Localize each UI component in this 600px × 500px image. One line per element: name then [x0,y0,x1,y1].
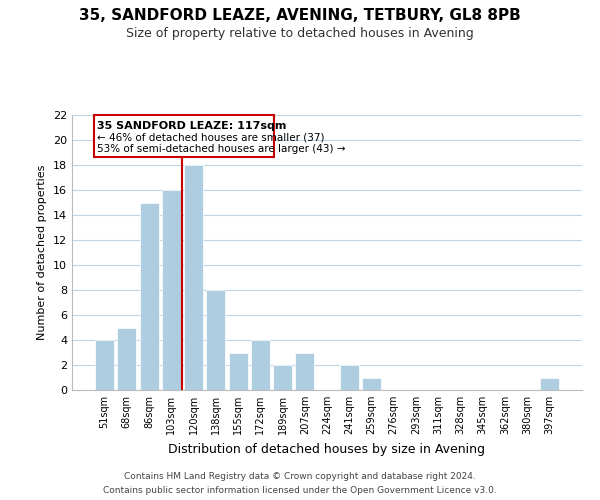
Bar [118,328,136,390]
Text: Size of property relative to detached houses in Avening: Size of property relative to detached ho… [126,28,474,40]
Text: ← 46% of detached houses are smaller (37): ← 46% of detached houses are smaller (37… [97,132,325,142]
Text: 53% of semi-detached houses are larger (43) →: 53% of semi-detached houses are larger (… [97,144,346,154]
Bar [273,365,292,390]
X-axis label: Distribution of detached houses by size in Avening: Distribution of detached houses by size … [169,442,485,456]
Bar [340,365,359,390]
Text: 35 SANDFORD LEAZE: 117sqm: 35 SANDFORD LEAZE: 117sqm [97,120,287,130]
Bar [362,378,381,390]
Bar [295,352,314,390]
Bar [140,202,158,390]
Bar [206,290,225,390]
Text: Contains public sector information licensed under the Open Government Licence v3: Contains public sector information licen… [103,486,497,495]
FancyBboxPatch shape [94,115,274,157]
Text: Contains HM Land Registry data © Crown copyright and database right 2024.: Contains HM Land Registry data © Crown c… [124,472,476,481]
Y-axis label: Number of detached properties: Number of detached properties [37,165,47,340]
Bar [229,352,248,390]
Bar [184,165,203,390]
Bar [540,378,559,390]
Bar [251,340,270,390]
Bar [162,190,181,390]
Text: 35, SANDFORD LEAZE, AVENING, TETBURY, GL8 8PB: 35, SANDFORD LEAZE, AVENING, TETBURY, GL… [79,8,521,22]
Bar [95,340,114,390]
